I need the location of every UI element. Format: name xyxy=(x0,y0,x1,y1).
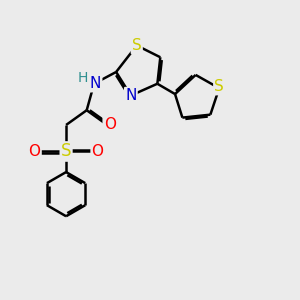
Text: N: N xyxy=(90,76,101,91)
Text: S: S xyxy=(214,79,224,94)
Text: S: S xyxy=(61,142,71,160)
Text: O: O xyxy=(92,144,104,159)
Text: O: O xyxy=(104,118,116,133)
Text: S: S xyxy=(132,38,142,53)
Text: O: O xyxy=(28,144,40,159)
Text: N: N xyxy=(125,88,136,103)
Text: H: H xyxy=(78,71,88,85)
